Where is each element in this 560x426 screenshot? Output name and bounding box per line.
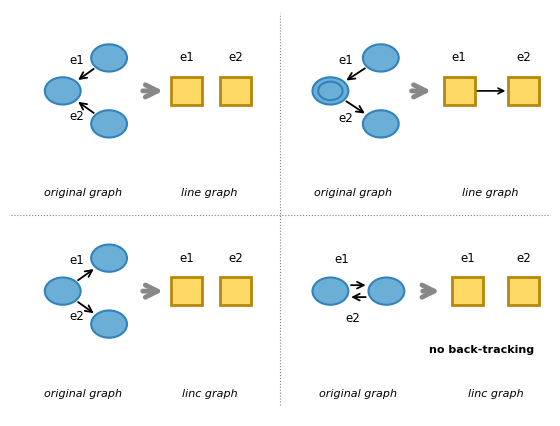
Text: e1: e1 — [334, 253, 349, 267]
Text: e1: e1 — [179, 52, 194, 64]
Text: e2: e2 — [338, 112, 353, 125]
Text: e2: e2 — [516, 52, 531, 64]
Text: e1: e1 — [69, 254, 84, 268]
Circle shape — [363, 110, 399, 138]
Circle shape — [91, 245, 127, 272]
FancyBboxPatch shape — [220, 277, 251, 305]
Text: e2: e2 — [228, 52, 242, 64]
Circle shape — [312, 77, 348, 104]
FancyBboxPatch shape — [444, 77, 475, 105]
Text: e2: e2 — [516, 252, 531, 265]
Circle shape — [91, 311, 127, 338]
Text: original graph: original graph — [44, 389, 122, 399]
Text: original graph: original graph — [314, 188, 392, 199]
Circle shape — [363, 44, 399, 72]
Text: e2: e2 — [228, 252, 242, 265]
Text: e1: e1 — [452, 52, 466, 64]
Text: line graph: line graph — [181, 188, 238, 199]
FancyBboxPatch shape — [171, 277, 202, 305]
Text: original graph: original graph — [319, 389, 398, 399]
Circle shape — [91, 44, 127, 72]
Circle shape — [312, 277, 348, 305]
Text: e1: e1 — [338, 54, 353, 67]
Text: no back-tracking: no back-tracking — [429, 345, 534, 355]
Text: linc graph: linc graph — [468, 389, 524, 399]
FancyBboxPatch shape — [508, 77, 539, 105]
Text: e2: e2 — [69, 110, 84, 123]
Text: e1: e1 — [460, 252, 475, 265]
Circle shape — [45, 77, 81, 104]
Text: e1: e1 — [179, 252, 194, 265]
Text: line graph: line graph — [462, 188, 518, 199]
Circle shape — [45, 277, 81, 305]
Circle shape — [91, 110, 127, 138]
Text: e1: e1 — [69, 54, 84, 67]
Circle shape — [368, 277, 404, 305]
Text: linc graph: linc graph — [182, 389, 237, 399]
Text: original graph: original graph — [44, 188, 122, 199]
Text: e2: e2 — [346, 312, 360, 325]
FancyBboxPatch shape — [220, 77, 251, 105]
FancyBboxPatch shape — [171, 77, 202, 105]
FancyBboxPatch shape — [508, 277, 539, 305]
FancyBboxPatch shape — [452, 277, 483, 305]
Text: e2: e2 — [69, 310, 84, 323]
